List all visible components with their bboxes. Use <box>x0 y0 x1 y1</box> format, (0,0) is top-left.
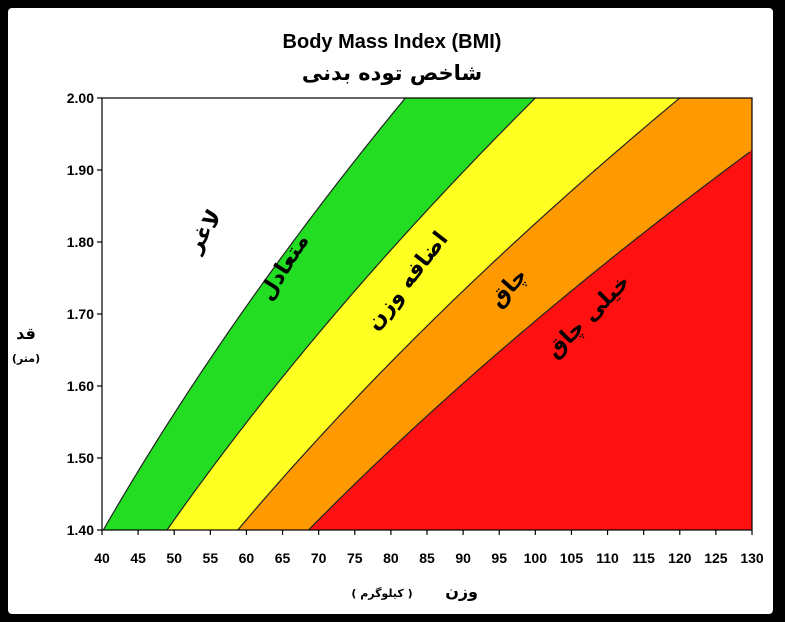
x-tick-label: 120 <box>668 550 692 566</box>
y-axis-ticks: 1.40 1.50 1.60 1.70 1.80 1.90 2.00 <box>67 90 102 538</box>
y-tick-label: 1.90 <box>67 162 94 178</box>
x-axis-ticks: 40 45 50 55 60 65 70 75 80 85 90 95 100 105 110 115 120 1… <box>94 530 764 566</box>
bmi-boundary-1 <box>166 97 536 531</box>
x-tick-label: 95 <box>491 550 507 566</box>
y-tick-label: 1.70 <box>67 306 94 322</box>
y-tick-label: 1.40 <box>67 522 94 538</box>
y-tick-label: 2.00 <box>67 90 94 106</box>
zone-4 <box>308 98 752 530</box>
boundary-layer <box>102 97 751 531</box>
x-tick-label: 105 <box>560 550 584 566</box>
x-tick-label: 85 <box>419 550 435 566</box>
bmi-boundary-2 <box>237 97 681 531</box>
y-tick-label: 1.50 <box>67 450 94 466</box>
chart-subtitle: شاخص توده بدنی <box>302 61 482 85</box>
x-tick-label: 130 <box>740 550 764 566</box>
zone-layer <box>102 98 753 530</box>
x-tick-label: 80 <box>383 550 399 566</box>
y-tick-label: 1.80 <box>67 234 94 250</box>
y-tick-label: 1.60 <box>67 378 94 394</box>
x-tick-label: 110 <box>596 550 619 566</box>
x-tick-label: 70 <box>311 550 327 566</box>
x-tick-label: 100 <box>524 550 548 566</box>
x-tick-label: 65 <box>275 550 291 566</box>
x-tick-label: 50 <box>166 550 182 566</box>
x-tick-label: 45 <box>130 550 146 566</box>
x-axis-label: وزن <box>445 582 478 601</box>
x-tick-label: 75 <box>347 550 363 566</box>
x-tick-label: 90 <box>455 550 471 566</box>
y-axis-unit: (متر) <box>12 352 40 365</box>
x-tick-label: 125 <box>704 550 728 566</box>
x-axis-unit: ( کیلوگرم ) <box>351 587 412 600</box>
x-tick-label: 60 <box>239 550 255 566</box>
x-tick-label: 55 <box>203 550 219 566</box>
bmi-boundary-0 <box>102 97 406 531</box>
x-tick-label: 40 <box>94 550 110 566</box>
bmi-boundary-3 <box>308 151 751 531</box>
x-tick-label: 115 <box>632 550 655 566</box>
chart-title: Body Mass Index (BMI) <box>283 31 502 53</box>
y-axis-label: قد <box>16 324 36 343</box>
